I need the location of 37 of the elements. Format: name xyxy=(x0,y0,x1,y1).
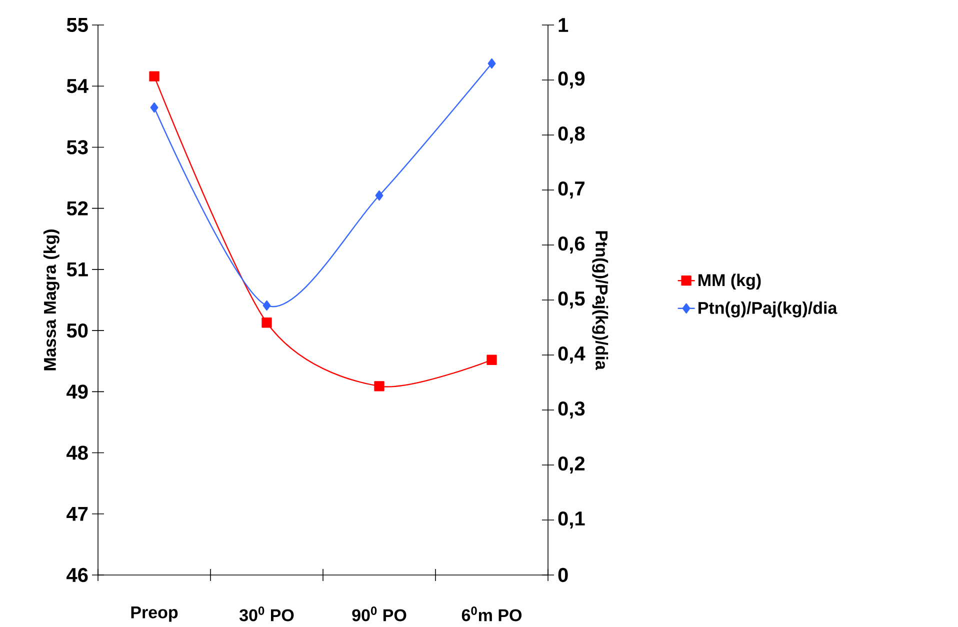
point xyxy=(262,300,271,311)
point xyxy=(262,318,272,328)
y2-tick-label: 0,8 xyxy=(558,126,585,144)
y2-tick-label: 1 xyxy=(558,18,568,32)
point xyxy=(150,102,158,113)
y2-tick-label: 0,2 xyxy=(558,456,585,474)
y-tick-label: 50 xyxy=(66,323,88,338)
y2-tick-label: 0 xyxy=(558,568,568,582)
point xyxy=(375,190,384,201)
y2-tick-label: 0,6 xyxy=(558,236,585,254)
point xyxy=(488,58,496,69)
y-tick-label: 51 xyxy=(66,262,88,276)
y2-tick-label: 0,4 xyxy=(558,346,586,364)
point xyxy=(149,71,160,82)
legend-label: Ptn(g)/Paj(kg)/dia xyxy=(698,301,838,318)
y2-tick-label: 0,5 xyxy=(558,291,585,309)
y2-tick-label: 0,1 xyxy=(558,511,585,529)
y-tick-label: 53 xyxy=(66,140,88,154)
y2-axis-title: Ptn(g)/Paj(kg)/dia xyxy=(592,231,608,370)
y-tick-label: 47 xyxy=(66,507,88,521)
y-tick-label: 48 xyxy=(66,446,88,460)
y2-tick-label: 0,9 xyxy=(558,71,585,89)
x-tick-label: 6$^{0}$m PO xyxy=(462,606,522,622)
point xyxy=(374,381,384,392)
point xyxy=(486,354,497,365)
y-tick-label: 55 xyxy=(66,18,88,32)
y-tick-label: 52 xyxy=(66,201,88,216)
x-tick-label: 30$^{0}$ PO xyxy=(239,606,294,622)
x-tick-label: 90$^{0}$ PO xyxy=(352,606,406,622)
y-axis-title: Massa Magra (kg) xyxy=(43,230,60,370)
y2-tick-label: 0,7 xyxy=(558,181,584,199)
y2-tick-label: 0,3 xyxy=(558,401,585,419)
y-tick-label: 49 xyxy=(66,384,88,399)
y-tick-label: 46 xyxy=(66,568,88,582)
y-tick-label: 54 xyxy=(66,79,88,94)
legend-label: MM (kg) xyxy=(698,274,761,290)
x-tick-label: Preop xyxy=(131,606,178,622)
